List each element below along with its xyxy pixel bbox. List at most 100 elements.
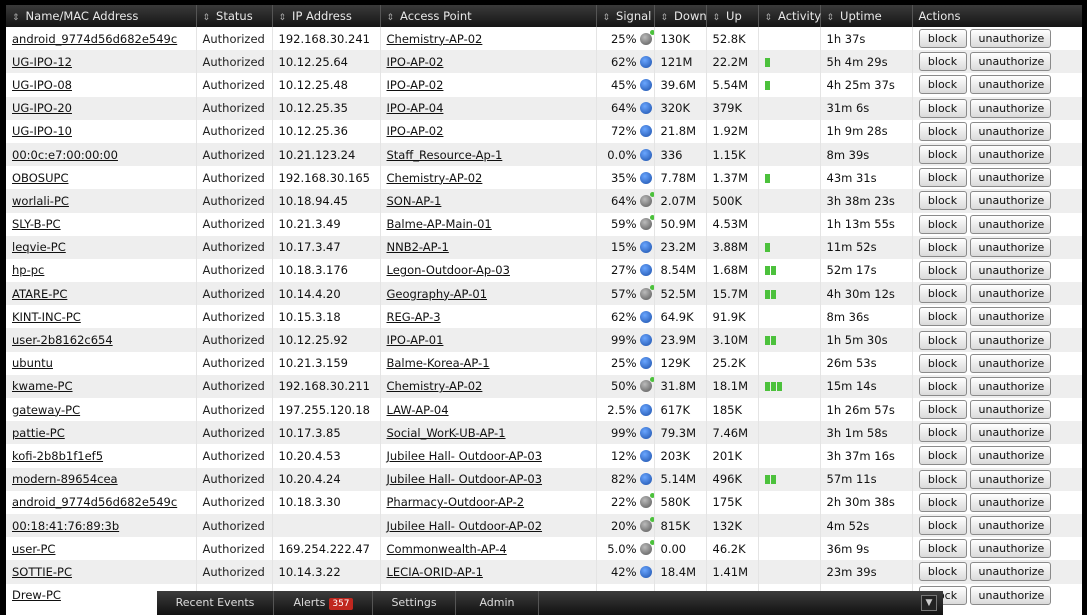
block-button[interactable]: block: [918, 52, 967, 72]
tab-recent-events[interactable]: Recent Events: [157, 591, 274, 615]
client-name-link[interactable]: SLY-B-PC: [12, 217, 61, 232]
block-button[interactable]: block: [918, 539, 967, 559]
unauthorize-button[interactable]: unauthorize: [969, 400, 1051, 420]
unauthorize-button[interactable]: unauthorize: [969, 353, 1051, 373]
access-point-link[interactable]: IPO-AP-02: [386, 77, 444, 92]
access-point-link[interactable]: Chemistry-AP-02: [386, 31, 483, 46]
unauthorize-button[interactable]: unauthorize: [969, 145, 1051, 165]
access-point-link[interactable]: Balme-AP-Main-01: [386, 217, 492, 232]
unauthorize-button[interactable]: unauthorize: [969, 330, 1051, 350]
block-button[interactable]: block: [918, 307, 967, 327]
block-button[interactable]: block: [918, 121, 967, 141]
unauthorize-button[interactable]: unauthorize: [969, 539, 1051, 559]
block-button[interactable]: block: [918, 376, 967, 396]
block-button[interactable]: block: [918, 29, 967, 49]
tab-alerts[interactable]: Alerts 357: [274, 591, 373, 615]
access-point-link[interactable]: LECIA-ORID-AP-1: [386, 564, 483, 579]
col-header-activity[interactable]: ⇕ Activity: [758, 5, 821, 27]
block-button[interactable]: block: [918, 75, 967, 95]
block-button[interactable]: block: [918, 191, 967, 211]
block-button[interactable]: block: [918, 145, 967, 165]
block-button[interactable]: block: [918, 353, 967, 373]
client-name-link[interactable]: user-2b8162c654: [12, 333, 113, 348]
block-button[interactable]: block: [918, 330, 967, 350]
unauthorize-button[interactable]: unauthorize: [969, 423, 1051, 443]
client-name-link[interactable]: android_9774d56d682e549c: [12, 495, 178, 510]
tab-admin[interactable]: Admin: [456, 591, 539, 615]
access-point-link[interactable]: Chemistry-AP-02: [386, 379, 483, 394]
col-header-ip[interactable]: ⇕ IP Address: [272, 5, 381, 27]
access-point-link[interactable]: Pharmacy-Outdoor-AP-2: [386, 495, 525, 510]
access-point-link[interactable]: LAW-AP-04: [386, 402, 449, 417]
block-button[interactable]: block: [918, 214, 967, 234]
unauthorize-button[interactable]: unauthorize: [969, 562, 1051, 582]
block-button[interactable]: block: [918, 469, 967, 489]
col-header-down[interactable]: ⇕ Down: [654, 5, 707, 27]
block-button[interactable]: block: [918, 423, 967, 443]
client-name-link[interactable]: leqvie-PC: [12, 240, 66, 255]
access-point-link[interactable]: Geography-AP-01: [386, 286, 488, 301]
client-name-link[interactable]: OBOSUPC: [12, 170, 69, 185]
col-header-name[interactable]: ⇕ Name/MAC Address: [6, 5, 197, 27]
col-header-uptime[interactable]: ⇕ Uptime: [820, 5, 913, 27]
client-name-link[interactable]: ubuntu: [12, 356, 53, 371]
col-header-ap[interactable]: ⇕ Access Point: [380, 5, 597, 27]
client-name-link[interactable]: KINT-INC-PC: [12, 309, 81, 324]
client-name-link[interactable]: user-PC: [12, 541, 56, 556]
access-point-link[interactable]: Legon-Outdoor-Ap-03: [386, 263, 510, 278]
client-name-link[interactable]: Drew-PC: [12, 588, 61, 603]
unauthorize-button[interactable]: unauthorize: [969, 492, 1051, 512]
unauthorize-button[interactable]: unauthorize: [969, 121, 1051, 141]
access-point-link[interactable]: Social_WorK-UB-AP-1: [386, 425, 506, 440]
client-name-link[interactable]: worlali-PC: [12, 193, 69, 208]
unauthorize-button[interactable]: unauthorize: [969, 469, 1051, 489]
access-point-link[interactable]: IPO-AP-04: [386, 101, 444, 116]
access-point-link[interactable]: NNB2-AP-1: [386, 240, 449, 255]
client-name-link[interactable]: android_9774d56d682e549c: [12, 31, 178, 46]
unauthorize-button[interactable]: unauthorize: [969, 29, 1051, 49]
client-name-link[interactable]: kwame-PC: [12, 379, 73, 394]
access-point-link[interactable]: Commonwealth-AP-4: [386, 541, 507, 556]
unauthorize-button[interactable]: unauthorize: [969, 168, 1051, 188]
block-button[interactable]: block: [918, 492, 967, 512]
access-point-link[interactable]: Chemistry-AP-02: [386, 170, 483, 185]
client-name-link[interactable]: modern-89654cea: [12, 472, 118, 487]
access-point-link[interactable]: Jubilee Hall- Outdoor-AP-03: [386, 472, 543, 487]
client-name-link[interactable]: 00:18:41:76:89:3b: [12, 518, 120, 533]
access-point-link[interactable]: IPO-AP-01: [386, 333, 444, 348]
block-button[interactable]: block: [918, 562, 967, 582]
access-point-link[interactable]: Staff_Resource-Ap-1: [386, 147, 503, 162]
unauthorize-button[interactable]: unauthorize: [969, 307, 1051, 327]
client-name-link[interactable]: SOTTIE-PC: [12, 564, 72, 579]
block-button[interactable]: block: [918, 260, 967, 280]
unauthorize-button[interactable]: unauthorize: [969, 376, 1051, 396]
access-point-link[interactable]: Balme-Korea-AP-1: [386, 356, 490, 371]
block-button[interactable]: block: [918, 446, 967, 466]
client-name-link[interactable]: UG-IPO-20: [12, 101, 72, 116]
block-button[interactable]: block: [918, 168, 967, 188]
block-button[interactable]: block: [918, 237, 967, 257]
unauthorize-button[interactable]: unauthorize: [969, 75, 1051, 95]
access-point-link[interactable]: IPO-AP-02: [386, 54, 444, 69]
unauthorize-button[interactable]: unauthorize: [969, 214, 1051, 234]
col-header-up[interactable]: ⇕ Up: [706, 5, 759, 27]
client-name-link[interactable]: UG-IPO-08: [12, 77, 72, 92]
access-point-link[interactable]: SON-AP-1: [386, 193, 442, 208]
chevron-down-icon[interactable]: ▼: [921, 595, 937, 611]
block-button[interactable]: block: [918, 400, 967, 420]
block-button[interactable]: block: [918, 516, 967, 536]
block-button[interactable]: block: [918, 284, 967, 304]
access-point-link[interactable]: Jubilee Hall- Outdoor-AP-03: [386, 448, 543, 463]
unauthorize-button[interactable]: unauthorize: [969, 585, 1051, 605]
client-name-link[interactable]: gateway-PC: [12, 402, 81, 417]
client-name-link[interactable]: 00:0c:e7:00:00:00: [12, 147, 118, 162]
unauthorize-button[interactable]: unauthorize: [969, 98, 1051, 118]
client-name-link[interactable]: kofi-2b8b1f1ef5: [12, 448, 104, 463]
client-name-link[interactable]: pattie-PC: [12, 425, 65, 440]
col-header-status[interactable]: ⇕ Status: [196, 5, 273, 27]
access-point-link[interactable]: IPO-AP-02: [386, 124, 444, 139]
unauthorize-button[interactable]: unauthorize: [969, 191, 1051, 211]
unauthorize-button[interactable]: unauthorize: [969, 260, 1051, 280]
access-point-link[interactable]: REG-AP-3: [386, 309, 441, 324]
tab-settings[interactable]: Settings: [373, 591, 456, 615]
